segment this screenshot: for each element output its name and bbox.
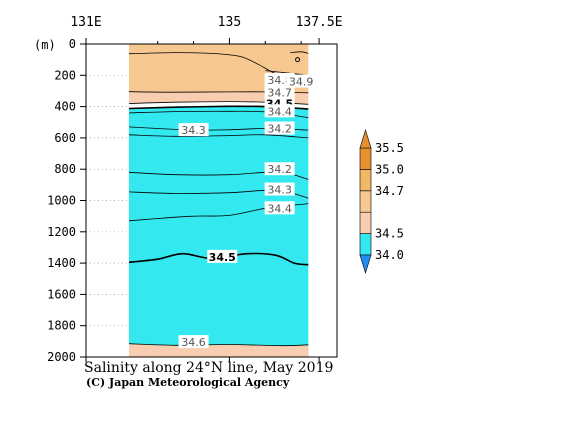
contour-label-10: 34.3: [267, 184, 292, 197]
contour-label-bg-9: [264, 162, 295, 176]
depth-unit-label: (m): [34, 38, 56, 52]
y-tick-label-200: 200: [54, 68, 76, 82]
contour-label-bg-6: [264, 104, 295, 118]
contour-label-8: 34.2: [267, 123, 292, 136]
x-tick-label-137.5: 137.5E: [296, 15, 343, 30]
contour-label-bg-3: [264, 85, 295, 99]
contour-label-bg-12: [207, 249, 238, 263]
y-tick-label-1400: 1400: [47, 256, 76, 270]
y-tick-label-600: 600: [54, 131, 76, 145]
colorbar-label-35.5: 35.5: [375, 141, 404, 155]
colorbar-segment-1: [359, 211, 372, 234]
y-tick-label-1000: 1000: [47, 194, 76, 208]
y-tick-label-800: 800: [54, 162, 76, 176]
depth-axis: 0 200 400 600 800 1000 1200 1400 1600 1800 2000: [47, 37, 86, 364]
contour-label-7: 34.3: [181, 124, 206, 137]
colorbar-segment-4: [359, 147, 372, 170]
longitude-axis: 131E 135 137.5E: [70, 15, 343, 362]
contour-label-bg-13: [178, 335, 209, 349]
contour-34.2-8: [128, 134, 309, 139]
contour-34.8-2: [290, 51, 309, 54]
contour-label-bg-8: [264, 121, 295, 135]
contour-label-bg-10: [264, 182, 295, 196]
salinity-region-0: [129, 44, 309, 93]
contour-label-11: 34.4: [267, 202, 292, 215]
contour-label-bg-11: [264, 201, 295, 215]
contour-label-12: 34.5: [209, 251, 236, 264]
salinity-region-1: [129, 91, 309, 105]
contour-labels: 34.834.934.7 34.5 34.4 34.3 34.2 34.2 34.3 34.4…: [178, 72, 317, 349]
contour-label-9: 34.2: [267, 163, 292, 176]
x-tick-label-135: 135: [218, 15, 241, 30]
y-tick-label-1200: 1200: [47, 225, 76, 239]
colorbar: 34.0 34.5 34.7 35.0 35.5: [359, 128, 404, 275]
contour-label-6: 34.4: [267, 105, 292, 118]
salinity-region-4: [129, 343, 309, 357]
salinity-fill-regions: [129, 44, 309, 357]
colorbar-top-arrow: [359, 128, 372, 149]
colorbar-segment-3: [359, 169, 372, 192]
contour-label-1: 34.9: [289, 76, 314, 89]
y-tick-label-400: 400: [54, 100, 76, 114]
contour-label-bg-7: [178, 123, 209, 137]
y-tick-label-2000: 2000: [47, 350, 76, 364]
colorbar-label-35.0: 35.0: [375, 162, 404, 176]
contour-label-13: 34.6: [181, 336, 206, 349]
chart-title: Salinity along 24°N line, May 2019: [84, 360, 334, 376]
colorbar-label-34.7: 34.7: [375, 184, 404, 198]
colorbar-label-34.5: 34.5: [375, 227, 404, 241]
colorbar-bottom-arrow: [359, 254, 372, 275]
salinity-region-3: [129, 106, 309, 357]
y-tick-label-1600: 1600: [47, 287, 76, 301]
contour-34.6-13: [128, 343, 309, 347]
depth-gridlines: [86, 74, 130, 327]
colorbar-segment-2: [359, 190, 372, 213]
y-tick-label-1800: 1800: [47, 319, 76, 333]
colorbar-segment-0: [359, 233, 372, 256]
small-closed-contour: [295, 57, 301, 63]
contour-label-bg-1: [286, 74, 317, 88]
chart-credit: (C) Japan Meteorological Agency: [86, 376, 290, 389]
contour-label-3: 34.7: [267, 87, 292, 100]
y-tick-label-0: 0: [69, 37, 76, 51]
x-tick-label-131: 131E: [70, 15, 101, 30]
contour-label-0: 34.8: [267, 74, 292, 87]
colorbar-label-34.0: 34.0: [375, 248, 404, 262]
